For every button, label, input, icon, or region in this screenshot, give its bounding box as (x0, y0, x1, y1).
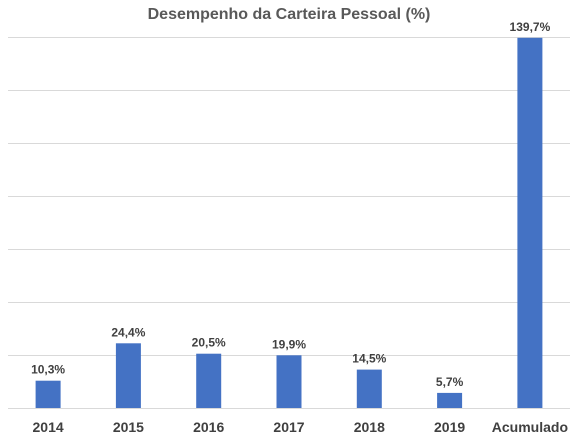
data-label-2015: 24,4% (111, 325, 145, 339)
bar-2016 (196, 353, 222, 408)
x-tick-label-2017: 2017 (273, 419, 304, 435)
bar-2018 (356, 369, 382, 408)
data-label-2017: 19,9% (272, 337, 306, 351)
x-tick-label-2018: 2018 (354, 419, 385, 435)
bars (35, 37, 543, 409)
x-tick-label-2014: 2014 (33, 419, 64, 435)
data-label-2018: 14,5% (352, 352, 386, 366)
gridlines (8, 37, 570, 409)
bar-2019 (437, 392, 463, 408)
bar-2017 (276, 355, 302, 408)
x-tick-label-2019: 2019 (434, 419, 465, 435)
bar-acumulado (517, 37, 543, 409)
x-tick-label-2015: 2015 (113, 419, 144, 435)
data-label-2016: 20,5% (192, 336, 226, 350)
x-tick-label-acumulado: Acumulado (492, 419, 568, 435)
bar-2014 (35, 380, 61, 408)
data-labels: 10,3% 24,4% 20,5% 19,9% 14,5% 5,7% 139,7% (31, 20, 550, 389)
x-axis-tick-labels: 2014 2015 2016 2017 2018 2019 Acumulado (33, 419, 568, 435)
data-label-acumulado: 139,7% (510, 20, 551, 34)
data-label-2014: 10,3% (31, 363, 65, 377)
x-tick-label-2016: 2016 (193, 419, 224, 435)
chart-title: Desempenho da Carteira Pessoal (%) (147, 6, 431, 23)
bar-2015 (115, 343, 141, 408)
data-label-2019: 5,7% (436, 375, 464, 389)
